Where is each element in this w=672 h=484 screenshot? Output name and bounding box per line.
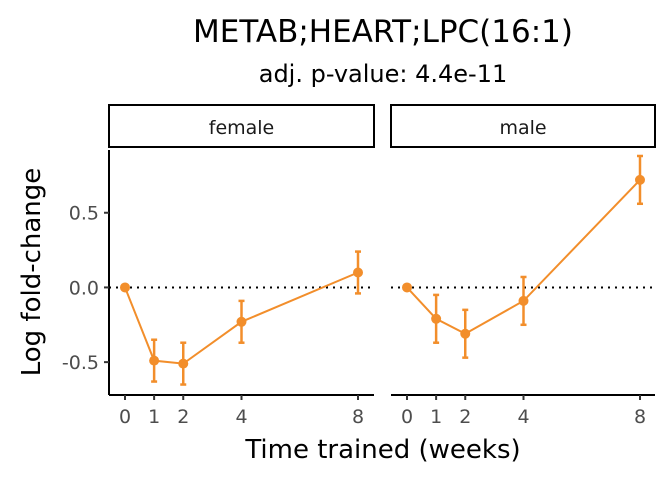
x-tick-label: 1 [430, 406, 442, 428]
panel-female: female -0.5 0.0 0.5 0 1 2 4 8 [62, 104, 375, 428]
panel-male: male 0 1 2 4 8 [390, 104, 656, 428]
panel-strip-label: female [209, 117, 275, 139]
chart-subtitle: adj. p-value: 4.4e-11 [259, 60, 508, 88]
chart-title: METAB;HEART;LPC(16:1) [193, 14, 573, 50]
data-point [635, 174, 645, 185]
panel-strip-label: male [499, 117, 546, 139]
data-point [431, 313, 442, 324]
data-point [236, 316, 247, 327]
data-point [178, 358, 189, 369]
panel-strip [390, 104, 656, 148]
x-axis-label: Time trained (weeks) [244, 435, 520, 465]
data-point [460, 328, 471, 339]
x-tick-label: 1 [148, 406, 160, 428]
data-point [402, 282, 412, 293]
x-tick-label: 2 [459, 406, 471, 428]
x-tick-label: 4 [235, 406, 247, 428]
data-point [518, 295, 529, 306]
x-tick-label: 0 [119, 406, 131, 428]
y-tick-label: 0.0 [69, 277, 99, 299]
data-point [149, 355, 160, 366]
x-tick-label: 4 [517, 406, 529, 428]
y-axis-label: Log fold-change [17, 168, 47, 377]
y-tick-label: -0.5 [62, 352, 99, 374]
panel-strip [108, 104, 375, 148]
data-point [353, 267, 363, 278]
x-tick-label: 2 [177, 406, 189, 428]
x-tick-label: 8 [352, 406, 364, 428]
x-tick-label: 8 [634, 406, 646, 428]
data-point [120, 282, 130, 293]
x-tick-label: 0 [401, 406, 413, 428]
y-tick-label: 0.5 [69, 203, 99, 225]
